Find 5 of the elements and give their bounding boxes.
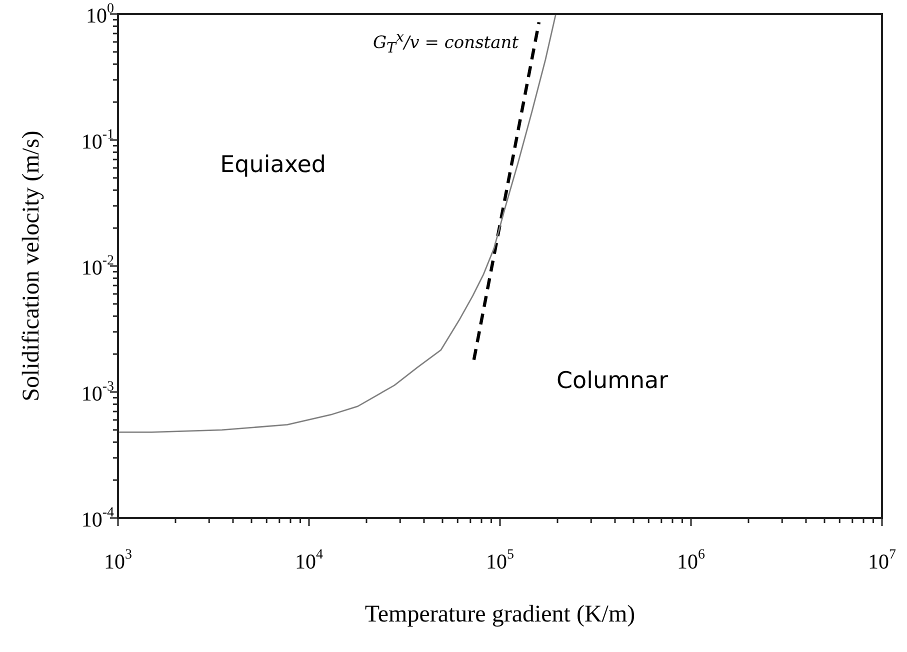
annotation: Columnar — [556, 368, 668, 394]
x-axis-title: Temperature gradient (K/m) — [364, 601, 636, 628]
annotation: G$_{T}$$^{x}$/v = constant — [372, 29, 519, 56]
y-axis-title: Solidification velocity (m/s) — [18, 130, 44, 402]
annotation: Equiaxed — [220, 152, 326, 178]
